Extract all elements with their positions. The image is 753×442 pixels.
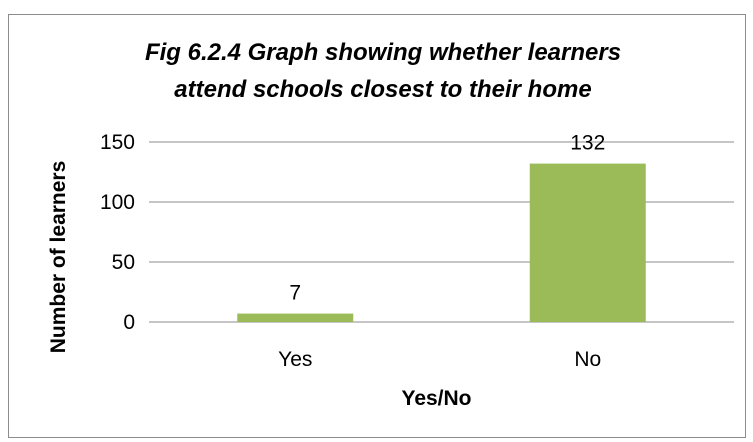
- chart-title-line-1: Fig 6.2.4 Graph showing whether learners: [145, 39, 621, 66]
- bar-chart: Fig 6.2.4 Graph showing whether learners…: [47, 39, 734, 410]
- bar-no: [529, 163, 646, 322]
- data-label: 7: [289, 282, 301, 305]
- y-tick-label: 100: [100, 191, 135, 214]
- data-label: 132: [570, 132, 605, 155]
- bar-yes: [237, 313, 354, 322]
- chart-frame: Fig 6.2.4 Graph showing whether learners…: [8, 14, 746, 438]
- x-axis-title: Yes/No: [401, 387, 471, 410]
- y-axis-title: Number of learners: [47, 161, 70, 354]
- x-tick-label: No: [574, 348, 601, 371]
- x-tick-label: Yes: [278, 348, 312, 371]
- y-tick-label: 150: [100, 131, 135, 154]
- chart-title-line-2: attend schools closest to their home: [174, 76, 591, 103]
- y-tick-label: 0: [123, 311, 135, 334]
- y-tick-label: 50: [112, 251, 135, 274]
